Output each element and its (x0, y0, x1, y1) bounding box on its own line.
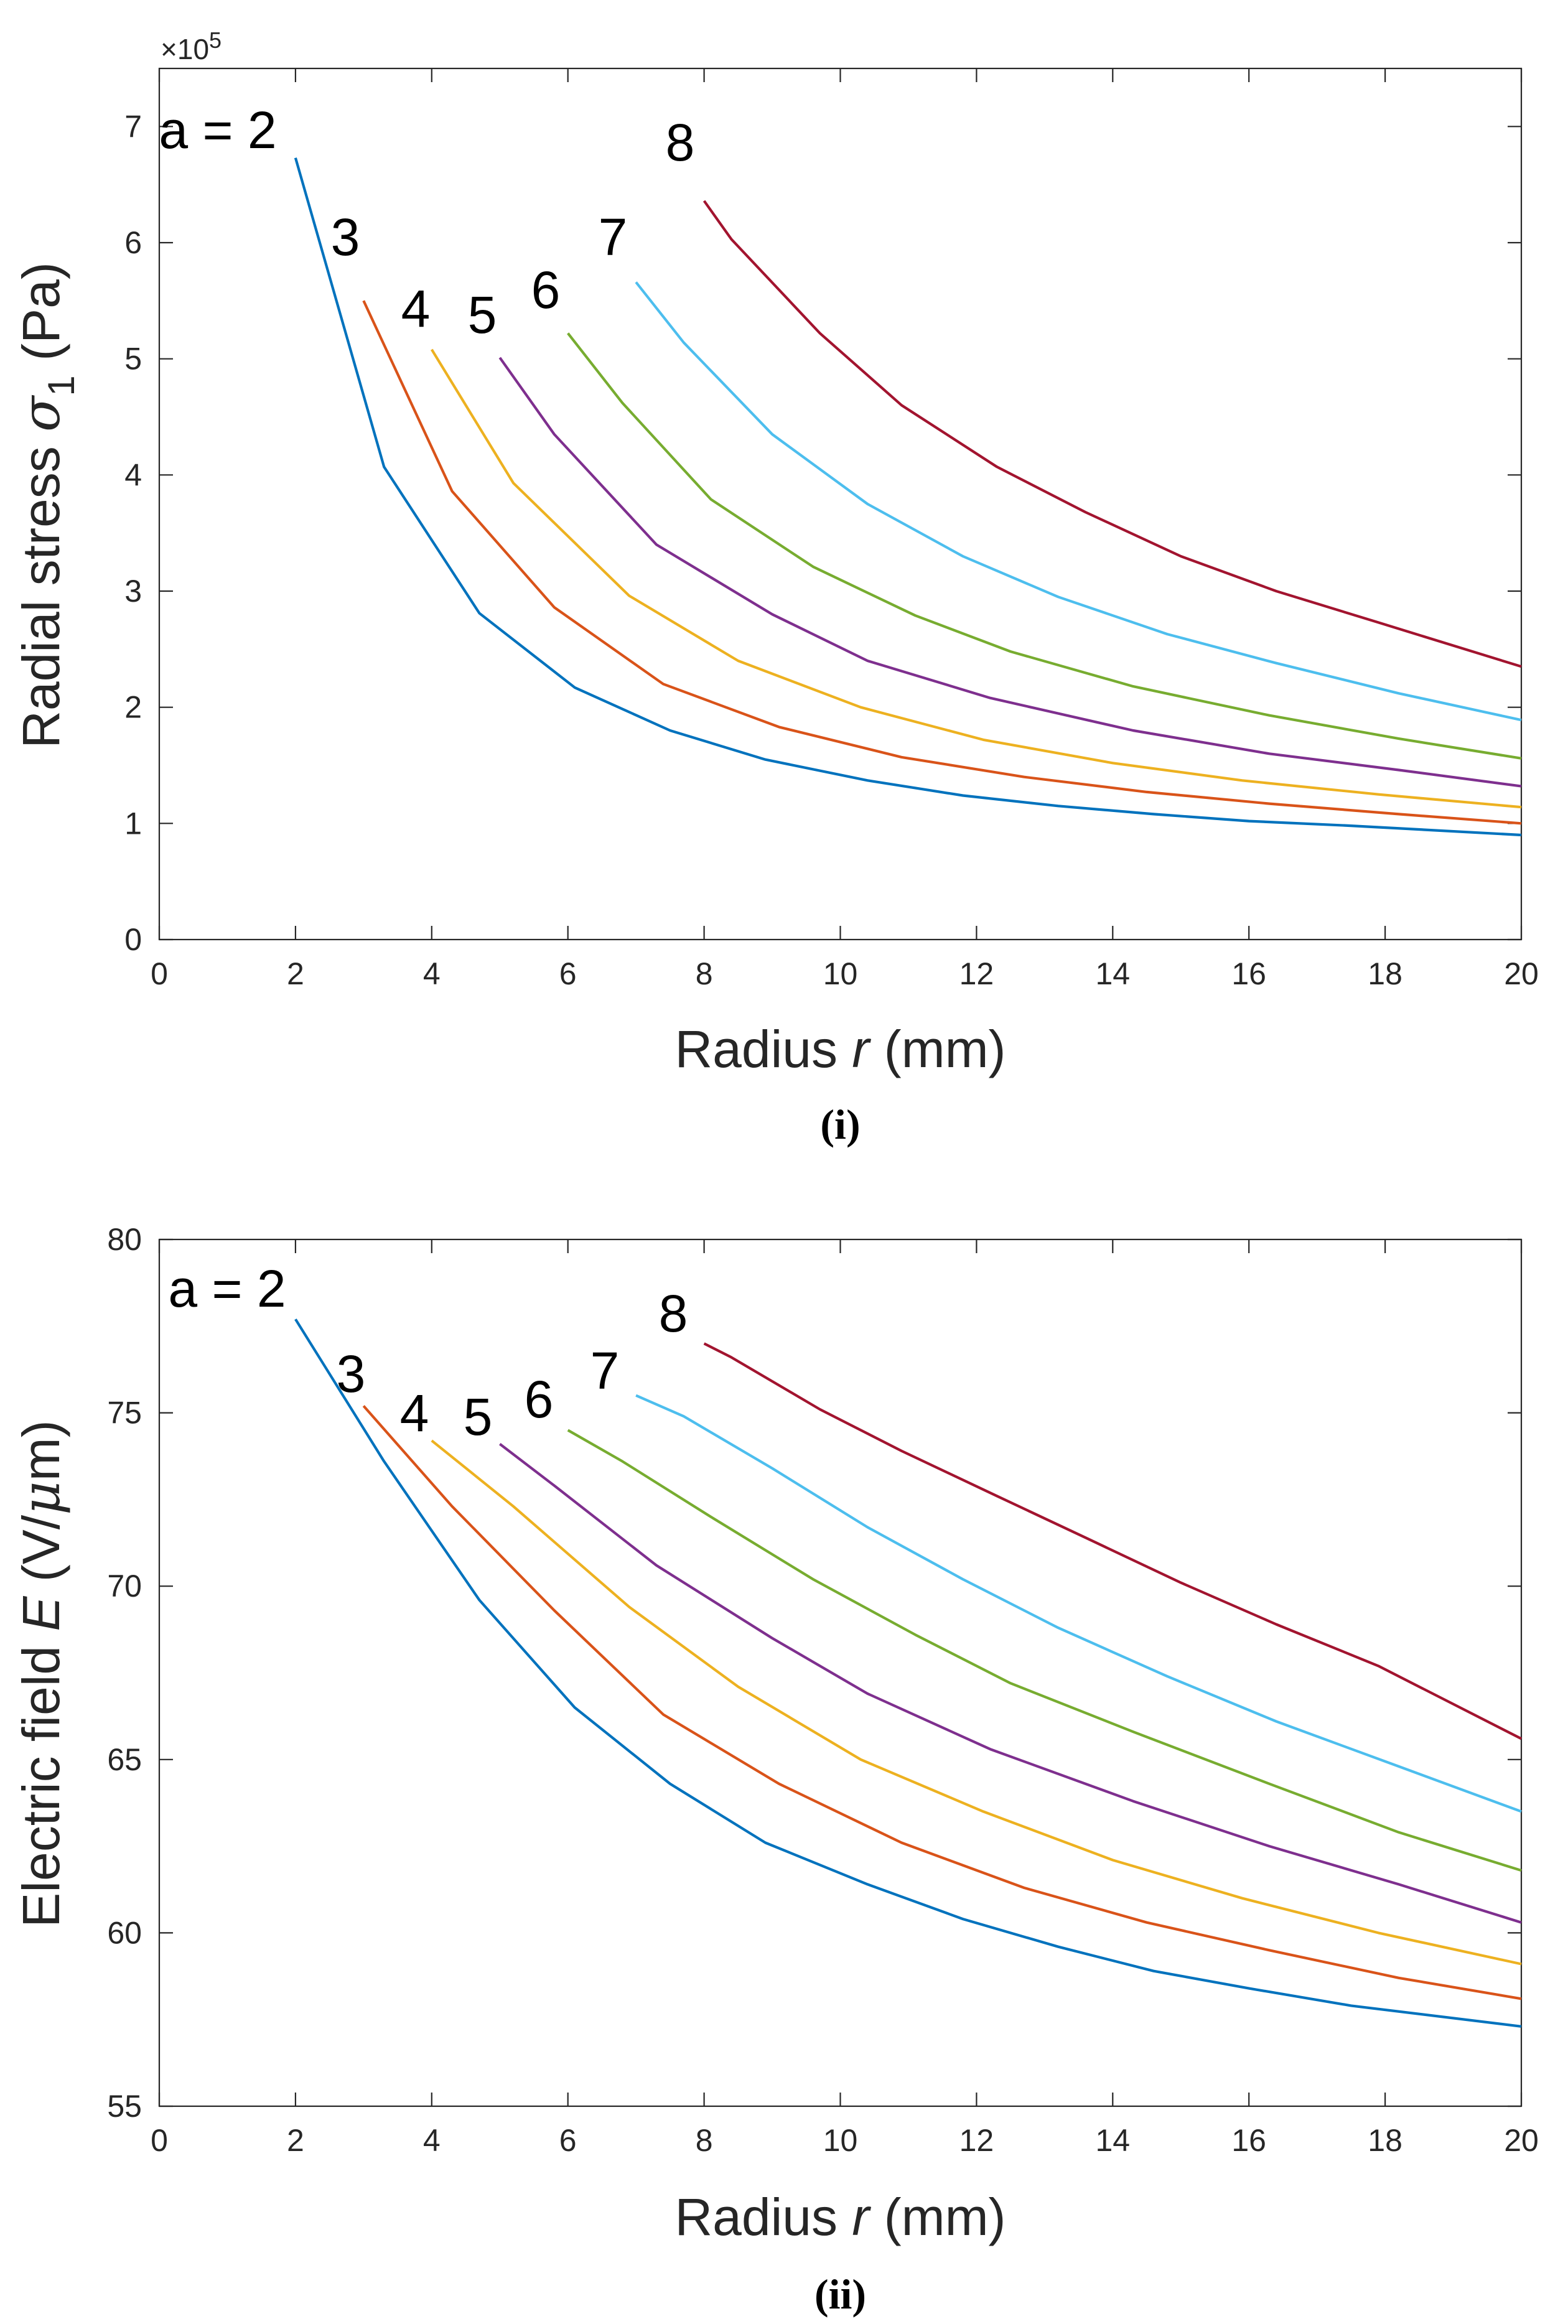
y-tick-label: 7 (124, 109, 142, 144)
x-tick-label: 0 (151, 956, 168, 991)
series-label: 4 (401, 279, 431, 338)
series-line-3 (362, 1405, 1522, 2000)
x-tick-label: 6 (559, 956, 577, 991)
series-label: a = 2 (159, 101, 276, 159)
series-line-7 (635, 281, 1522, 722)
x-tick-label: 16 (1231, 2123, 1266, 2158)
x-tick-label: 2 (287, 2123, 304, 2158)
series-label: a = 2 (168, 1259, 286, 1318)
x-tick-label: 0 (151, 2123, 168, 2158)
series-label: 3 (331, 208, 360, 266)
x-tick-label: 20 (1504, 2123, 1539, 2158)
y-tick-label: 80 (107, 1222, 142, 1257)
y-tick-label: 2 (124, 690, 142, 725)
x-axis-title: Radius r (mm) (674, 2188, 1006, 2246)
y-tick-label: 1 (124, 806, 142, 841)
y-tick-label: 3 (124, 574, 142, 609)
series-line-5 (498, 357, 1522, 788)
series-line-6 (567, 1429, 1522, 1872)
series-line-5 (499, 1443, 1522, 1924)
y-axis-multiplier: ×105 (161, 27, 222, 65)
x-tick-label: 14 (1095, 2123, 1130, 2158)
series-label: 7 (590, 1342, 620, 1400)
x-tick-label: 4 (423, 956, 441, 991)
y-tick-label: 5 (124, 342, 142, 376)
series-line-a2 (294, 1318, 1522, 2028)
series-label: 6 (531, 261, 561, 319)
x-tick-label: 10 (823, 956, 858, 991)
x-tick-label: 18 (1368, 2123, 1402, 2158)
x-tick-label: 10 (823, 2123, 858, 2158)
series-label: 6 (525, 1370, 554, 1429)
y-tick-label: 6 (124, 225, 142, 260)
x-tick-label: 2 (287, 956, 304, 991)
x-tick-label: 14 (1095, 956, 1130, 991)
y-tick-label: 65 (107, 1742, 142, 1777)
y-tick-label: 70 (107, 1569, 142, 1603)
x-tick-label: 8 (696, 2123, 713, 2158)
series-label: 3 (337, 1345, 366, 1403)
x-tick-label: 12 (959, 956, 994, 991)
x-tick-label: 8 (696, 956, 713, 991)
series-line-a2 (294, 157, 1522, 837)
y-axis-title: Radial stress σ1 (Pa) (11, 262, 82, 749)
series-label: 7 (599, 208, 628, 266)
x-axis-title: Radius r (mm) (674, 1020, 1006, 1078)
x-tick-label: 4 (423, 2123, 441, 2158)
series-line-4 (431, 348, 1522, 809)
series-line-8 (703, 1342, 1522, 1740)
x-tick-label: 12 (959, 2123, 994, 2158)
x-tick-label: 6 (559, 2123, 577, 2158)
y-tick-label: 60 (107, 1915, 142, 1950)
y-axis-title: Electric field E (V/μm) (11, 1420, 72, 1927)
y-tick-label: 75 (107, 1396, 142, 1430)
series-line-8 (702, 200, 1522, 668)
x-tick-label: 20 (1504, 956, 1539, 991)
series-label: 5 (468, 286, 497, 344)
series-line-3 (362, 300, 1522, 825)
series-label: 8 (666, 113, 695, 172)
y-tick-label: 4 (124, 457, 142, 492)
y-tick-label: 0 (124, 922, 142, 957)
series-line-4 (431, 1439, 1522, 1966)
y-tick-label: 55 (107, 2089, 142, 2124)
series-label: 5 (464, 1388, 493, 1446)
panel-label: (ii) (814, 2270, 866, 2318)
series-line-7 (635, 1394, 1522, 1813)
series-label: 4 (400, 1384, 429, 1442)
panel-label: (i) (820, 1101, 860, 1148)
x-tick-label: 16 (1231, 956, 1266, 991)
series-line-6 (567, 332, 1522, 760)
series-label: 8 (659, 1284, 688, 1343)
x-tick-label: 18 (1368, 956, 1402, 991)
